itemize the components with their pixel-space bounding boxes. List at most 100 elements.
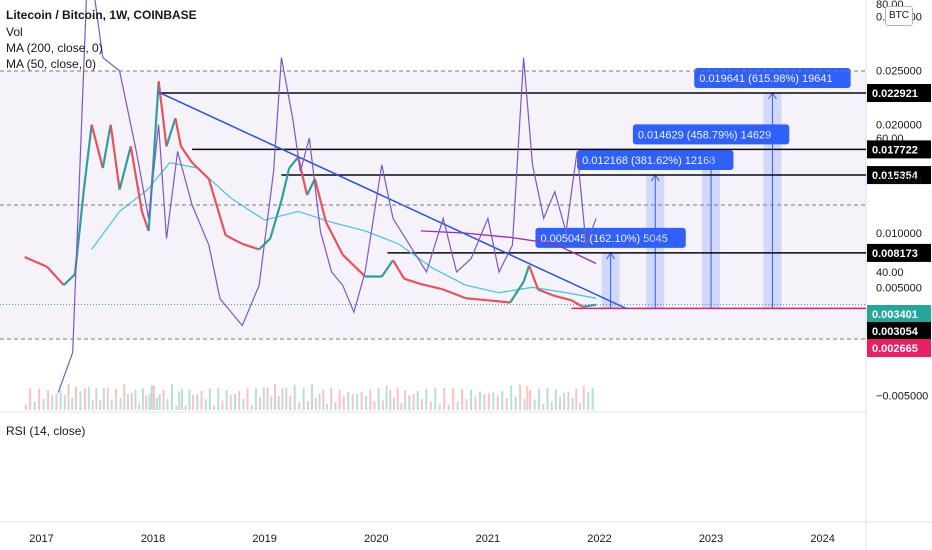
volume-bar — [178, 391, 181, 410]
price-segment — [225, 234, 243, 245]
volume-bar — [200, 390, 203, 410]
volume-bar — [298, 402, 301, 410]
volume-bar — [79, 391, 82, 410]
volume-bar — [138, 403, 141, 410]
price-segment — [165, 117, 177, 147]
price-segment — [191, 161, 210, 180]
volume-bar — [420, 399, 423, 410]
volume-bar — [102, 387, 105, 410]
price-tick-label: 0.025000 — [876, 65, 922, 77]
price-badge — [867, 305, 931, 323]
indicator-ma200[interactable]: MA (200, close, 0) — [6, 41, 103, 55]
price-tick-label: 0.015000 — [876, 174, 922, 186]
volume-bar — [285, 387, 288, 410]
volume-bar — [74, 386, 77, 410]
volume-bar — [373, 401, 376, 410]
price-segment — [174, 117, 183, 147]
volume-bar — [51, 395, 54, 410]
volume-bar — [542, 403, 545, 410]
price-badge-label: 0.002665 — [872, 343, 918, 355]
volume-bar — [170, 384, 173, 410]
volume-bar — [123, 384, 126, 410]
volume-bar — [393, 397, 396, 410]
volume-bar — [563, 392, 566, 410]
volume-bar — [148, 393, 151, 410]
volume-bar — [175, 405, 178, 410]
volume-bar — [429, 401, 432, 410]
price-segment — [509, 281, 525, 304]
volume-bar — [571, 397, 574, 410]
price-segment — [522, 265, 531, 283]
volume-bar — [134, 390, 137, 410]
volume-bar — [233, 393, 236, 410]
price-segment — [342, 254, 366, 278]
price-segment — [420, 282, 444, 291]
price-segment — [207, 178, 227, 236]
volume-bar — [83, 388, 86, 410]
currency-badge[interactable]: BTC — [885, 6, 913, 26]
volume-bar — [456, 401, 459, 410]
chart-title: Litecoin / Bitcoin, 1W, COINBASE — [6, 8, 197, 22]
measure-label: 0.012168 (381.62%) 12168 — [582, 155, 715, 167]
volume-bar — [447, 404, 450, 410]
measure-label-box — [535, 227, 686, 248]
price-segment — [129, 146, 143, 212]
volume-bar — [347, 391, 350, 410]
volume-bar — [254, 388, 257, 410]
volume-bar — [188, 389, 191, 410]
price-segment — [280, 167, 291, 201]
volume-bar — [91, 400, 94, 410]
rsi-tick-label: 80.00 — [876, 0, 904, 11]
volume-bar — [158, 394, 161, 410]
volume-bar — [55, 393, 58, 410]
volume-bar — [546, 388, 549, 410]
volume-bar — [587, 392, 590, 410]
volume-bar — [42, 399, 45, 410]
price-segment — [313, 178, 328, 223]
volume-bar — [38, 388, 41, 410]
volume-bar — [302, 388, 305, 410]
volume-bar — [318, 393, 321, 410]
price-badge — [867, 339, 931, 357]
price-badge-label: 0.003054 — [872, 326, 919, 338]
volume-bar — [99, 400, 102, 410]
price-segment — [465, 297, 488, 302]
rsi-title[interactable]: RSI (14, close) — [6, 424, 86, 438]
price-badge-label: 0.003401 — [872, 309, 918, 321]
price-segment — [269, 200, 283, 239]
volume-bar — [492, 392, 495, 410]
volume-bar — [217, 388, 220, 410]
volume-bar — [225, 390, 228, 410]
year-tick-label: 2021 — [476, 533, 500, 545]
volume-bar — [461, 388, 464, 410]
trendline — [158, 91, 628, 310]
level-badge-label: 0.008173 — [872, 248, 918, 260]
measure-label-box — [694, 68, 851, 89]
volume-bar — [514, 396, 517, 410]
volume-bar — [238, 390, 241, 410]
year-tick-label: 2023 — [699, 533, 723, 545]
price-segment — [180, 145, 194, 164]
rsi-pane: 80.00 60.00 40.00 — [0, 0, 904, 393]
volume-bar — [153, 385, 156, 410]
indicator-ma50[interactable]: MA (50, close, 0) — [6, 57, 97, 71]
ma200-line — [420, 230, 597, 265]
volume-bar — [106, 387, 109, 410]
volume-bar — [246, 388, 249, 410]
volume-bar — [351, 393, 354, 410]
volume-bar — [307, 401, 310, 410]
volume-bar — [150, 385, 153, 410]
price-segment — [306, 178, 316, 196]
volume-bar — [180, 388, 183, 410]
volume-bar — [242, 398, 245, 410]
volume-bar — [575, 388, 578, 410]
indicator-vol[interactable]: Vol — [6, 25, 23, 39]
volume-bar — [465, 399, 468, 410]
price-segment — [582, 303, 597, 308]
volume-bar — [270, 396, 273, 410]
volume-bar — [582, 386, 585, 410]
volume-bar — [591, 387, 594, 410]
price-segment — [82, 124, 93, 190]
volume-bar — [229, 395, 232, 410]
